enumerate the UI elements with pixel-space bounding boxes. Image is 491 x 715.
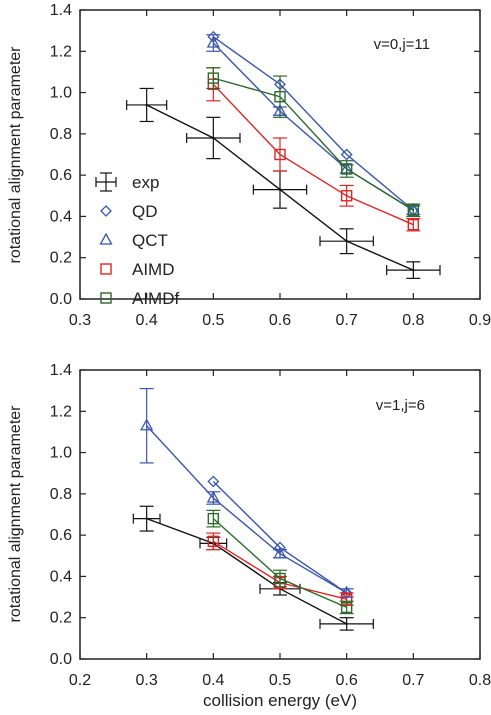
x-tick-label: 0.7 bbox=[336, 312, 358, 329]
series-line-qct bbox=[146, 425, 348, 594]
y-tick-label: 0.8 bbox=[50, 486, 72, 503]
y-tick-label: 0.6 bbox=[50, 527, 72, 544]
data-point-exp bbox=[345, 240, 348, 243]
y-tick-label: 1.0 bbox=[50, 445, 72, 462]
y-tick-label: 0.2 bbox=[50, 610, 72, 627]
legend-label-aimdf: AIMDf bbox=[132, 289, 180, 308]
data-point-aimdf bbox=[340, 601, 353, 614]
legend-marker-qct bbox=[99, 232, 113, 245]
data-point-exp bbox=[145, 517, 148, 520]
x-axis-label: collision energy (eV) bbox=[203, 691, 357, 710]
x-tick-label: 0.3 bbox=[69, 312, 91, 329]
series-line-qd bbox=[212, 36, 414, 211]
data-point-qd bbox=[207, 475, 220, 488]
data-point-exp bbox=[145, 103, 148, 107]
legend-label-aimd: AIMD bbox=[132, 260, 175, 279]
legend-marker-aimd bbox=[100, 263, 112, 275]
x-tick-label: 0.6 bbox=[269, 312, 291, 329]
legend-label-qct: QCT bbox=[132, 231, 168, 250]
x-tick-label: 0.8 bbox=[402, 312, 424, 329]
data-point-aimdf bbox=[274, 572, 286, 585]
data-point-exp bbox=[345, 622, 348, 626]
data-point-aimd bbox=[340, 190, 353, 202]
x-tick-label: 0.7 bbox=[402, 672, 424, 689]
data-point-aimdf bbox=[407, 204, 420, 216]
data-point-exp bbox=[212, 136, 215, 140]
data-point-aimd bbox=[274, 148, 286, 161]
top-y-axis-label: rotational alignment parameter bbox=[7, 46, 24, 264]
x-tick-label: 0.3 bbox=[136, 672, 158, 689]
x-tick-label: 0.4 bbox=[202, 672, 224, 689]
y-tick-label: 0.6 bbox=[50, 167, 72, 184]
data-point-aimdf bbox=[274, 90, 286, 103]
y-tick-label: 0.8 bbox=[50, 126, 72, 143]
series-line-aimdf bbox=[213, 77, 414, 211]
x-tick-label: 0.8 bbox=[469, 672, 491, 689]
bottom-y-axis-label: rotational alignment parameter bbox=[7, 405, 24, 623]
data-point-aimdf bbox=[207, 72, 220, 84]
legend-label-qd: QD bbox=[132, 202, 158, 221]
data-point-qct bbox=[140, 418, 154, 431]
data-point-qd bbox=[340, 148, 353, 161]
legend-label-exp: exp bbox=[132, 173, 159, 192]
data-point-exp bbox=[412, 268, 415, 272]
x-tick-label: 0.6 bbox=[336, 672, 358, 689]
y-tick-label: 1.4 bbox=[50, 2, 72, 19]
bottom-panel-label: v=1,j=6 bbox=[376, 397, 425, 414]
y-tick-label: 1.2 bbox=[50, 403, 72, 420]
legend-marker-qd bbox=[100, 205, 112, 217]
data-point-aimd bbox=[407, 218, 420, 231]
y-tick-label: 0.4 bbox=[50, 568, 72, 585]
y-tick-label: 0.0 bbox=[50, 651, 72, 668]
bottom-panel: v=1,j=6 rotational alignment parameter c… bbox=[7, 362, 491, 710]
y-tick-label: 0.0 bbox=[50, 291, 72, 308]
data-point-qct bbox=[206, 490, 220, 503]
data-point-aimdf bbox=[207, 512, 220, 525]
legend-marker-aimdf bbox=[100, 292, 112, 304]
top-panel-label: v=0,j=11 bbox=[374, 36, 430, 53]
data-point-aimd bbox=[207, 535, 220, 548]
x-tick-label: 0.4 bbox=[136, 312, 158, 329]
y-tick-label: 1.4 bbox=[50, 362, 72, 379]
data-point-qct bbox=[273, 546, 287, 559]
x-tick-label: 0.5 bbox=[269, 672, 291, 689]
x-tick-label: 0.2 bbox=[69, 672, 91, 689]
x-tick-label: 0.5 bbox=[202, 312, 224, 329]
y-tick-label: 0.2 bbox=[50, 250, 72, 267]
y-tick-label: 1.2 bbox=[50, 43, 72, 60]
y-tick-label: 1.0 bbox=[50, 85, 72, 102]
series-line-aimd bbox=[212, 83, 414, 226]
series-line-exp bbox=[146, 517, 347, 625]
data-point-exp bbox=[278, 188, 282, 191]
top-panel: v=0,j=11 rotational alignment parameter … bbox=[7, 2, 491, 329]
y-tick-label: 0.4 bbox=[50, 208, 72, 225]
data-point-qct bbox=[206, 35, 220, 48]
data-point-aimdf bbox=[340, 163, 353, 175]
x-tick-label: 0.9 bbox=[469, 312, 491, 329]
